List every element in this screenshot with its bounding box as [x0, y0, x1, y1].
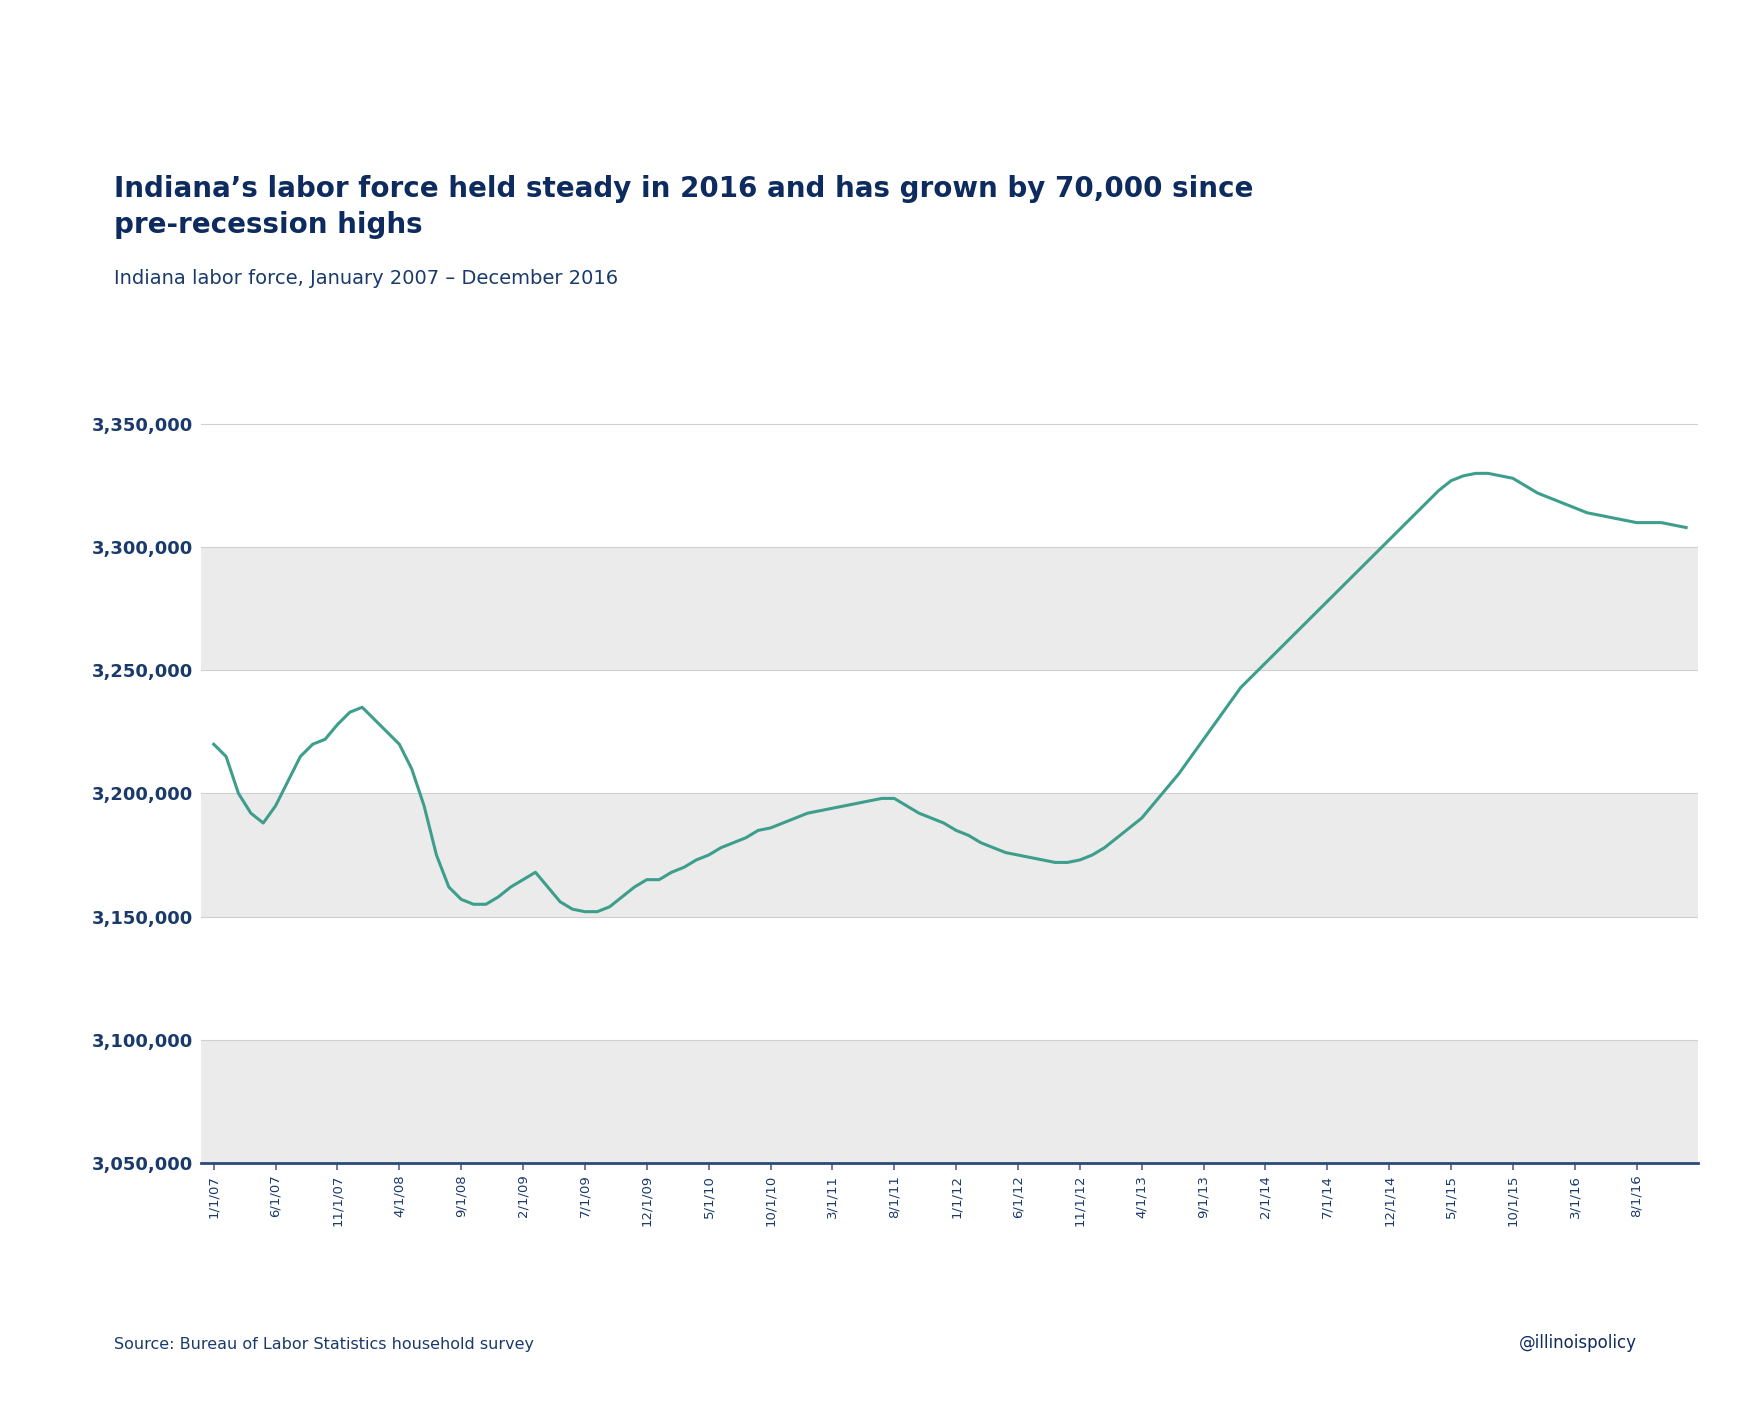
Text: @illinoispolicy: @illinoispolicy	[1520, 1334, 1637, 1352]
Bar	[201, 793, 1698, 916]
Text: Source: Bureau of Labor Statistics household survey: Source: Bureau of Labor Statistics house…	[114, 1337, 534, 1352]
Bar	[201, 916, 1698, 1040]
Bar	[201, 670, 1698, 793]
Text: Indiana’s labor force held steady in 2016 and has grown by 70,000 since
pre-rece: Indiana’s labor force held steady in 201…	[114, 175, 1254, 238]
Text: Indiana labor force, January 2007 – December 2016: Indiana labor force, January 2007 – Dece…	[114, 269, 618, 289]
Bar	[201, 1040, 1698, 1163]
Bar	[201, 425, 1698, 548]
Bar	[201, 548, 1698, 670]
